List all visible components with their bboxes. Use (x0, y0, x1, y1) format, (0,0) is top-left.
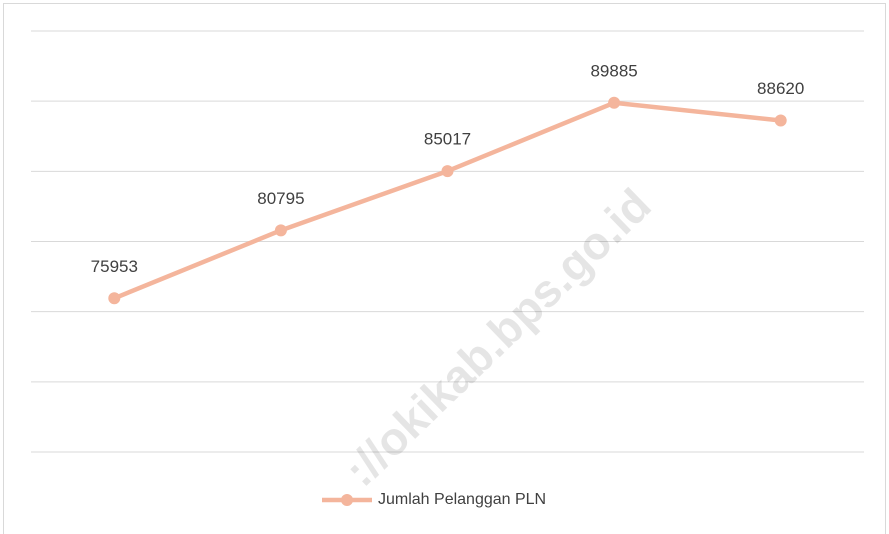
data-label: 80795 (257, 189, 304, 208)
legend-label: Jumlah Pelanggan PLN (378, 491, 546, 508)
data-point (774, 114, 787, 127)
data-point (108, 292, 121, 305)
data-label: 88620 (757, 79, 804, 98)
data-label: 85017 (424, 130, 471, 149)
data-point (441, 165, 454, 178)
legend-marker (341, 494, 353, 506)
data-label: 75953 (91, 257, 138, 276)
data-point (608, 96, 621, 109)
data-point (274, 224, 287, 237)
data-label: 89885 (590, 61, 637, 80)
chart-frame (3, 3, 886, 534)
